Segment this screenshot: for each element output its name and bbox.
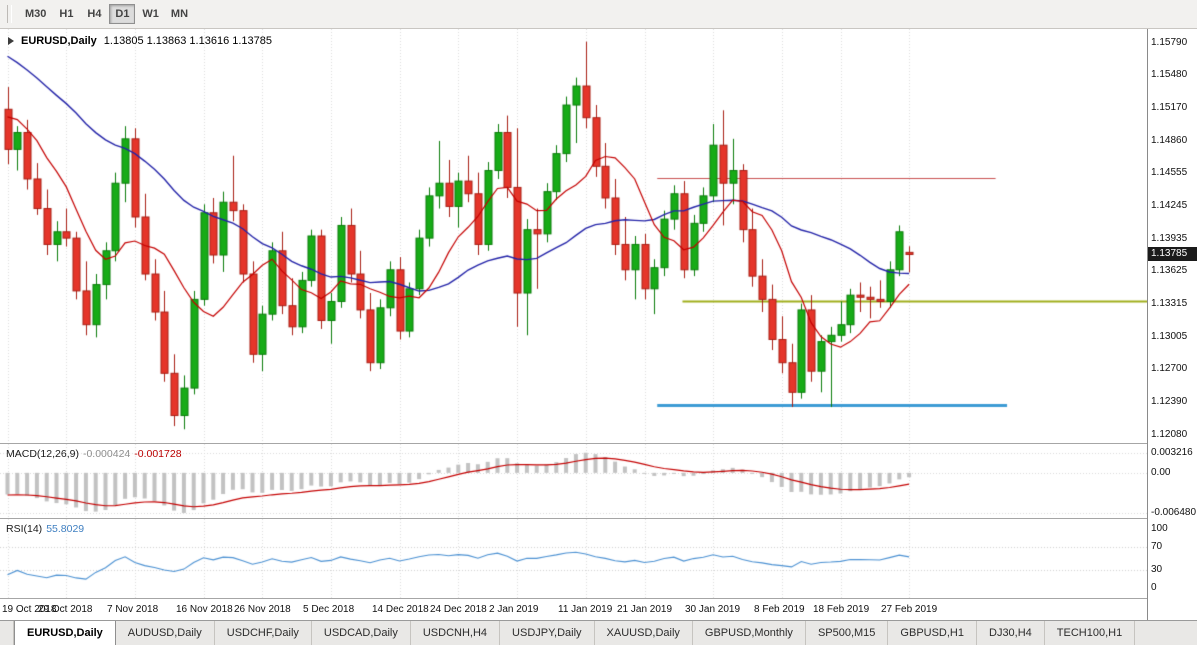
chart-tab-usdjpy-daily[interactable]: USDJPY,Daily [500, 621, 595, 645]
macd-signal-value: -0.001728 [134, 448, 182, 460]
time-axis-label: 27 Feb 2019 [881, 604, 938, 615]
time-axis-label: 30 Jan 2019 [685, 604, 741, 615]
price-axis-label: 1.13315 [1151, 298, 1188, 309]
current-price-badge: 1.13785 [1148, 247, 1197, 261]
macd-axis-label: 0.003216 [1151, 447, 1193, 458]
timeframe-button-w1[interactable]: W1 [142, 8, 159, 20]
price-axis-label: 1.14245 [1151, 200, 1188, 211]
price-axis[interactable]: 1.15790 1.15480 1.15170 1.14860 1.14555 1.142… [1147, 29, 1197, 620]
price-axis-label: 1.13625 [1151, 265, 1188, 276]
price-axis-label: 1.14860 [1151, 135, 1188, 146]
time-axis-label: 24 Dec 2018 [430, 604, 487, 615]
rsi-indicator-canvas[interactable] [0, 519, 1147, 598]
macd-main-value: -0.000424 [82, 448, 131, 460]
timeframe-toolbar: M30 H1 H4 D1 W1 MN [0, 0, 1197, 29]
timeframe-button-m30[interactable]: M30 [25, 8, 47, 20]
pane-divider[interactable] [0, 518, 1197, 519]
timeframe-button-h4[interactable]: H4 [87, 8, 102, 20]
tabs-left-stub[interactable] [0, 621, 14, 645]
macd-label: MACD(12,26,9) -0.000424 -0.001728 [6, 448, 182, 460]
price-axis-label: 1.12700 [1151, 363, 1188, 374]
time-axis-label: 29 Oct 2018 [38, 604, 93, 615]
timeframe-button-h1[interactable]: H1 [59, 8, 74, 20]
chart-tab-sp500-m15[interactable]: SP500,M15 [806, 621, 889, 645]
rsi-label: RSI(14) 55.8029 [6, 523, 84, 535]
chart-tab-usdcnh-h4[interactable]: USDCNH,H4 [411, 621, 501, 645]
chart-tab-audusd-daily[interactable]: AUDUSD,Daily [116, 621, 215, 645]
timeframe-button-mn[interactable]: MN [170, 8, 189, 20]
price-axis-label: 1.13005 [1151, 331, 1188, 342]
time-axis-label: 18 Feb 2019 [813, 604, 870, 615]
time-axis-label: 11 Jan 2019 [558, 604, 613, 615]
price-axis-label: 1.13935 [1151, 233, 1188, 244]
time-axis-label: 26 Nov 2018 [234, 604, 291, 615]
price-axis-label: 1.15790 [1151, 37, 1188, 48]
price-chart-canvas[interactable] [0, 29, 1147, 443]
pane-divider[interactable] [0, 598, 1197, 599]
chart-window: EURUSD,Daily 1.13805 1.13863 1.13616 1.1… [0, 29, 1197, 620]
chart-tab-usdcad-daily[interactable]: USDCAD,Daily [312, 621, 411, 645]
chart-tab-dj30-h4[interactable]: DJ30,H4 [977, 621, 1045, 645]
macd-name: MACD(12,26,9) [6, 448, 79, 460]
timeframe-button-d1[interactable]: D1 [109, 4, 136, 24]
time-axis-label: 19 Oct 2018 [2, 604, 57, 615]
rsi-axis-label: 0 [1151, 582, 1157, 593]
chart-tab-usdchf-daily[interactable]: USDCHF,Daily [215, 621, 312, 645]
chart-tab-xauusd-daily[interactable]: XAUUSD,Daily [595, 621, 693, 645]
rsi-name: RSI(14) [6, 523, 43, 535]
rsi-axis-label: 70 [1151, 541, 1163, 552]
chart-tab-tech100-h1[interactable]: TECH100,H1 [1045, 621, 1136, 645]
time-axis-label: 2 Jan 2019 [489, 604, 539, 615]
price-axis-label: 1.15480 [1151, 69, 1188, 80]
chart-tabs-bar: EURUSD,Daily AUDUSD,Daily USDCHF,Daily USDC… [0, 620, 1197, 645]
price-axis-label: 1.15170 [1151, 102, 1188, 113]
rsi-axis-label: 30 [1151, 564, 1163, 575]
macd-indicator-canvas[interactable] [0, 444, 1147, 518]
price-axis-label: 1.14555 [1151, 167, 1188, 178]
chart-tab-eurusd-daily[interactable]: EURUSD,Daily [14, 621, 116, 645]
time-axis[interactable]: 19 Oct 2018 29 Oct 2018 7 Nov 2018 16 Nov 2… [0, 599, 1147, 620]
macd-axis-label: -0.006480 [1151, 507, 1197, 518]
time-axis-label: 14 Dec 2018 [372, 604, 429, 615]
rsi-axis-label: 100 [1151, 523, 1168, 534]
rsi-value: 55.8029 [46, 523, 85, 535]
pane-divider[interactable] [0, 443, 1197, 444]
toolbar-grip[interactable] [7, 5, 12, 23]
time-axis-label: 7 Nov 2018 [107, 604, 159, 615]
time-axis-label: 16 Nov 2018 [176, 604, 233, 615]
time-axis-label: 8 Feb 2019 [754, 604, 805, 615]
chart-tab-gbpusd-monthly[interactable]: GBPUSD,Monthly [693, 621, 806, 645]
one-click-trading-icon[interactable] [8, 37, 14, 45]
price-axis-label: 1.12390 [1151, 396, 1188, 407]
macd-axis-label: 0.00 [1151, 467, 1171, 478]
price-axis-label: 1.12080 [1151, 429, 1188, 440]
timeframe-buttons-group: M30 H1 H4 D1 W1 MN [20, 4, 195, 24]
time-axis-label: 5 Dec 2018 [303, 604, 355, 615]
chart-tab-gbpusd-h1[interactable]: GBPUSD,H1 [888, 621, 977, 645]
time-axis-label: 21 Jan 2019 [617, 604, 673, 615]
